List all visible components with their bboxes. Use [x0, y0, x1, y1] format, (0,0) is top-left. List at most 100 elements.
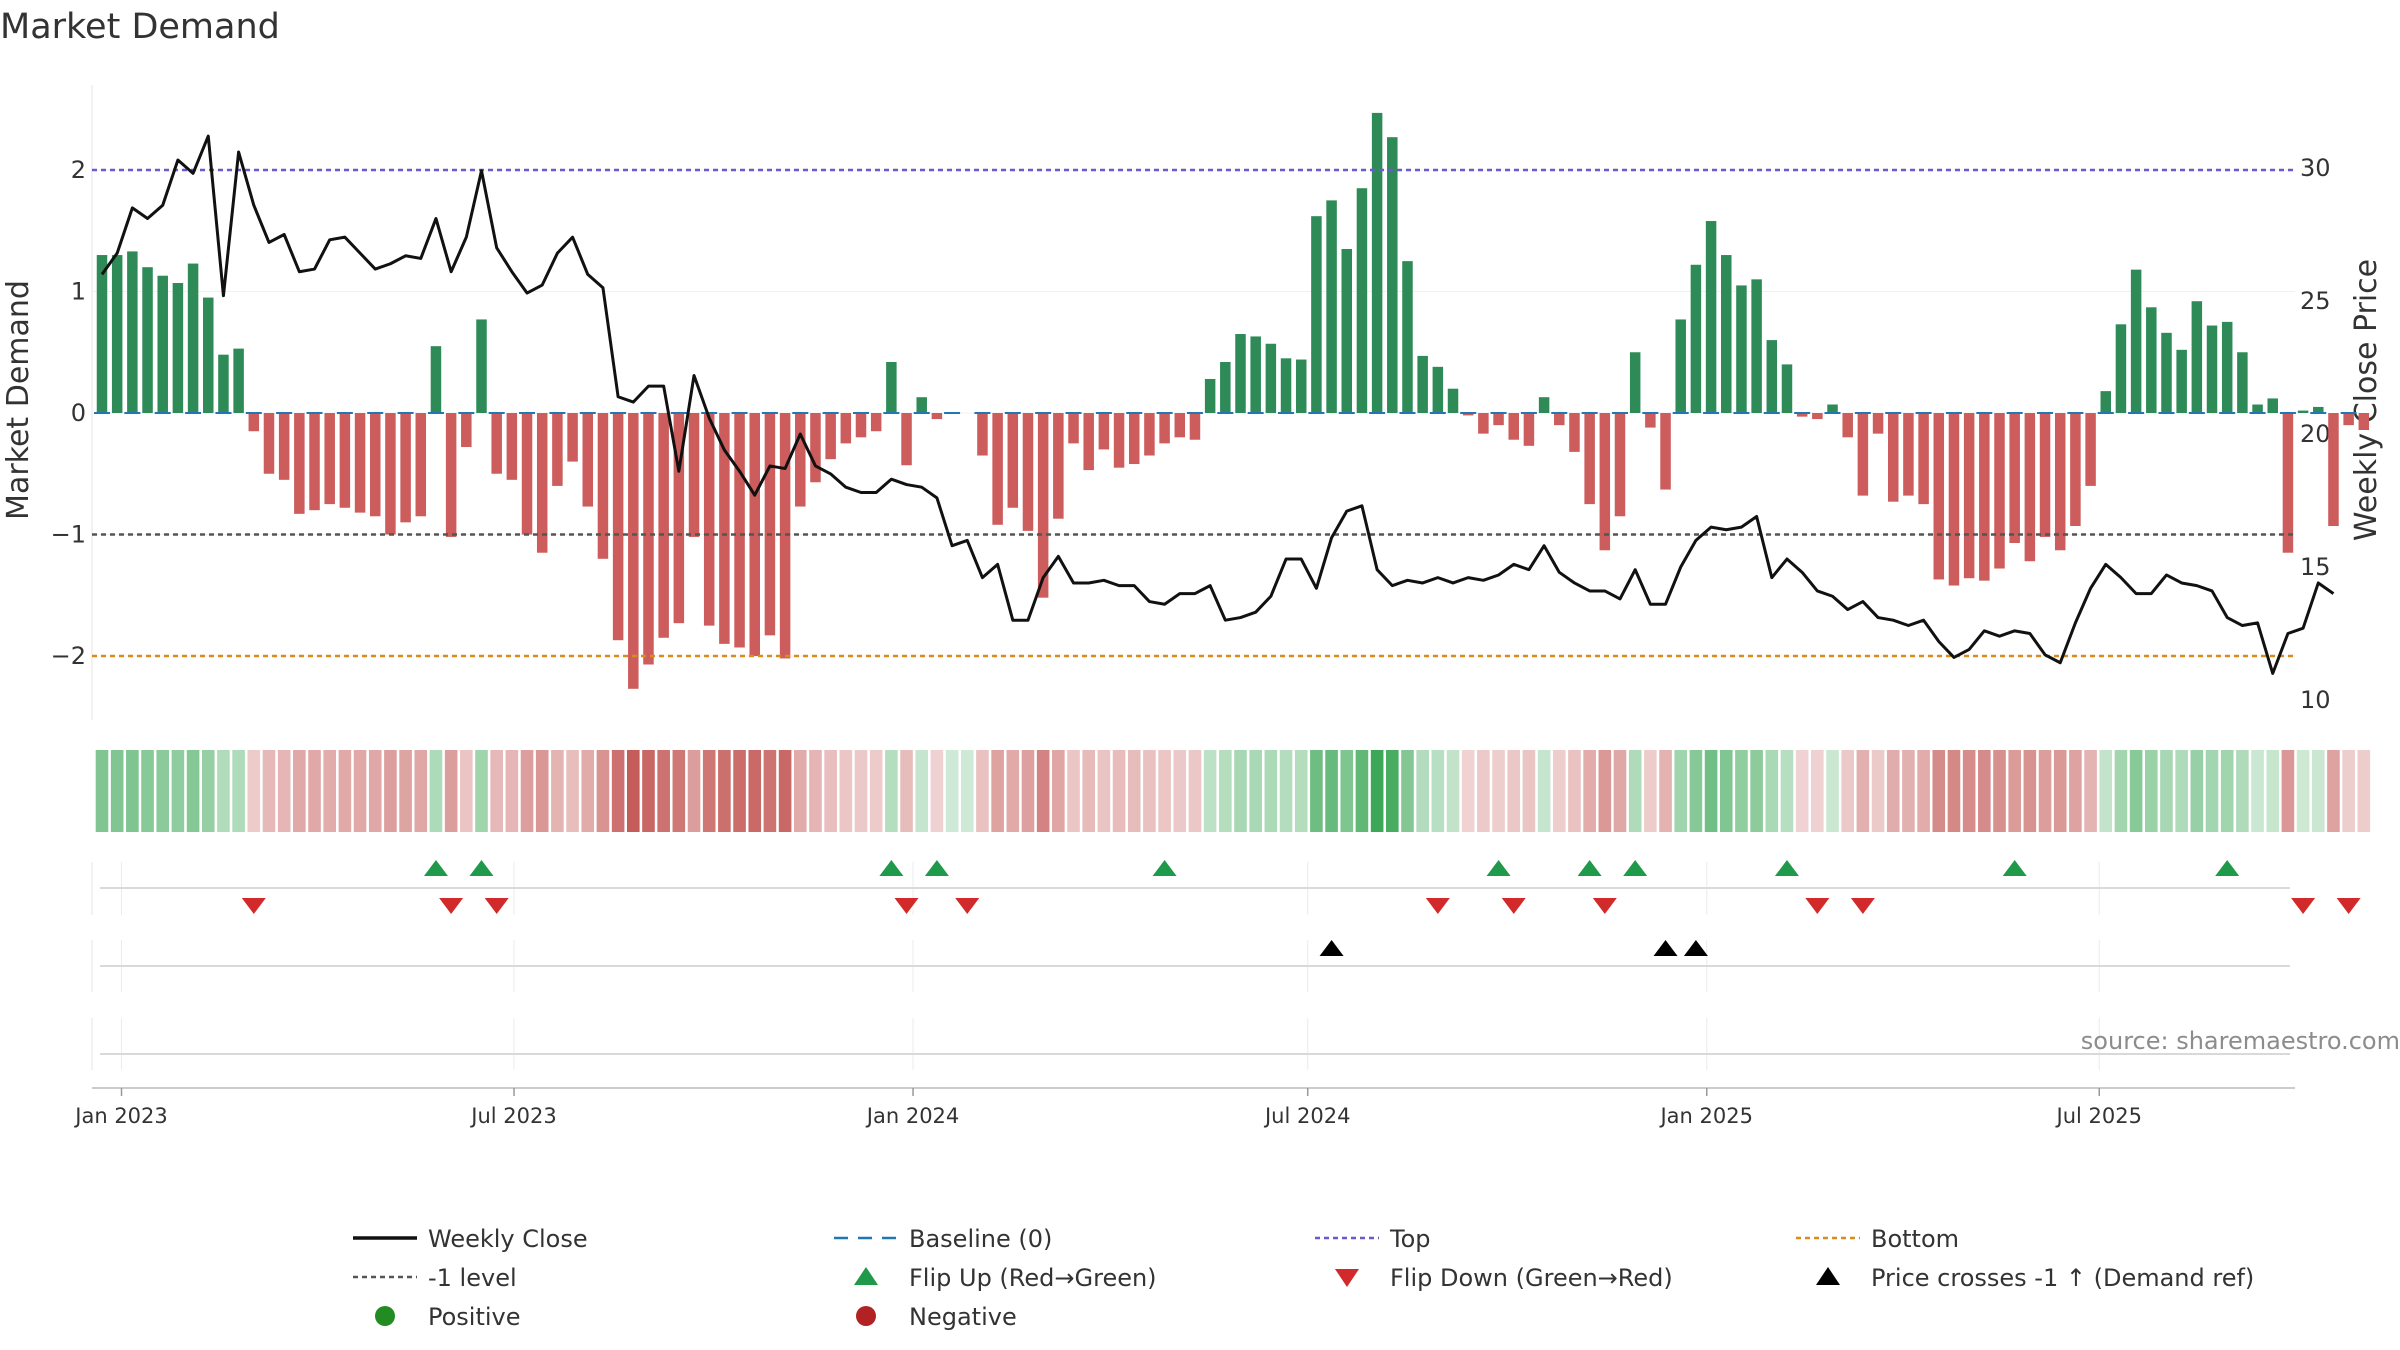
demand-bar [1842, 413, 1853, 438]
heat-strip-cell [1173, 750, 1187, 832]
demand-bar [734, 413, 745, 648]
flip-down-marker [894, 898, 919, 914]
heat-strip-cell [110, 750, 124, 832]
heat-strip-cell [1689, 750, 1703, 832]
demand-bar [476, 319, 487, 413]
heat-strip-cell [1628, 750, 1642, 832]
y-axis-ticks: 2 1 0 −1 −2 [51, 156, 86, 670]
legend-swatch [854, 1267, 878, 1285]
y2-tick-label: 25 [2300, 287, 2331, 315]
heat-strip-cell [2023, 750, 2037, 832]
heat-strip-cell [1886, 750, 1900, 832]
heat-strip-cell [1294, 750, 1308, 832]
heat-strip-cell [1386, 750, 1399, 832]
heat-strip-cell [414, 750, 428, 832]
heat-strip-cell [1765, 750, 1779, 832]
heat-strip-cell [1750, 750, 1763, 832]
heat-strip-cell [535, 750, 549, 832]
demand-bar [1493, 413, 1504, 426]
legend-negative: Negative [856, 1303, 1017, 1331]
demand-bar [369, 413, 381, 517]
heat-strip-cell [1431, 750, 1445, 832]
demand-bar [992, 413, 1003, 525]
demand-bar [1538, 397, 1550, 413]
heat-strip-cell [642, 750, 655, 832]
flip-up-marker [1486, 860, 1511, 876]
demand-bar [1189, 413, 1201, 440]
demand-bar [400, 413, 411, 523]
heat-strip-cell [490, 750, 503, 832]
flip-down-marker [439, 898, 464, 914]
heat-strip-cell [368, 750, 382, 832]
heat-strip-cell [839, 750, 853, 832]
heat-strip-cell [1780, 750, 1794, 832]
demand-bar [658, 413, 669, 638]
demand-bar [2161, 332, 2172, 413]
demand-bar [2024, 413, 2036, 562]
demand-bar [2176, 349, 2187, 413]
demand-bar [233, 348, 244, 413]
demand-bar [1584, 413, 1595, 505]
heat-strip-cell [156, 750, 170, 832]
demand-bar [1781, 364, 1793, 413]
heat-strip-cell [596, 750, 610, 832]
demand-bar [1705, 221, 1717, 413]
heat-strip-cell [2114, 750, 2128, 832]
heat-strip-cell [1993, 750, 2006, 832]
demand-bar [1007, 413, 1019, 508]
demand-bar [567, 413, 578, 462]
y-tick-label: 2 [71, 156, 86, 184]
demand-bar [1887, 413, 1899, 502]
heat-strip-cell [1932, 750, 1946, 832]
price-cross-marker [1319, 940, 1344, 956]
demand-bar [385, 413, 396, 535]
heat-strip-cell [930, 750, 944, 832]
flip-down-marker [2336, 898, 2361, 914]
heat-strip-cell [976, 750, 989, 832]
heat-strip-cell [1659, 750, 1672, 832]
heat-strip-cell [429, 750, 443, 832]
heat-strip-cell [475, 750, 488, 832]
heat-strip-cell [778, 750, 792, 832]
x-tick-label: Jul 2024 [1263, 1104, 1350, 1128]
demand-bar [2267, 398, 2278, 413]
heat-strip-cell [308, 750, 321, 832]
flip-up-marker [924, 860, 949, 876]
demand-bar [430, 346, 442, 413]
heat-strip-cell [520, 750, 534, 832]
heat-strip-cell [1856, 750, 1870, 832]
demand-bar [916, 397, 927, 413]
heat-strip-cell [2099, 750, 2113, 832]
demand-bar [1022, 413, 1034, 531]
demand-bar [1462, 413, 1474, 416]
demand-bar [1994, 413, 2005, 569]
demand-bar [643, 413, 654, 665]
demand-bar [1371, 112, 1383, 413]
heat-strip-cell [718, 750, 731, 832]
heat-strip-cell [1340, 750, 1354, 832]
demand-bar [1614, 413, 1626, 517]
heat-strip-cell [1583, 750, 1596, 832]
heat-strip-cell [1962, 750, 1976, 832]
demand-bar [1554, 413, 1565, 426]
heat-strip-cell [1537, 750, 1551, 832]
demand-bar [324, 413, 335, 505]
x-tick-label: Jan 2025 [1658, 1104, 1753, 1128]
demand-bar [445, 413, 457, 537]
legend-label: Flip Down (Green→Red) [1390, 1264, 1673, 1292]
heat-strip-cell [2190, 750, 2204, 832]
legend-label: Negative [909, 1303, 1017, 1331]
demand-bar [1447, 388, 1459, 413]
demand-bar [855, 413, 867, 438]
heat-strip-cell [2311, 750, 2325, 832]
legend-baseline: Baseline (0) [834, 1225, 1052, 1253]
demand-bar [1144, 413, 1155, 456]
demand-bar [2070, 413, 2081, 526]
y2-tick-label: 15 [2300, 553, 2331, 581]
demand-bar [628, 413, 639, 689]
demand-bar [142, 267, 153, 413]
y2-tick-label: 10 [2300, 686, 2331, 714]
legend-label: Bottom [1871, 1225, 1959, 1253]
legend-swatch [1816, 1267, 1840, 1285]
